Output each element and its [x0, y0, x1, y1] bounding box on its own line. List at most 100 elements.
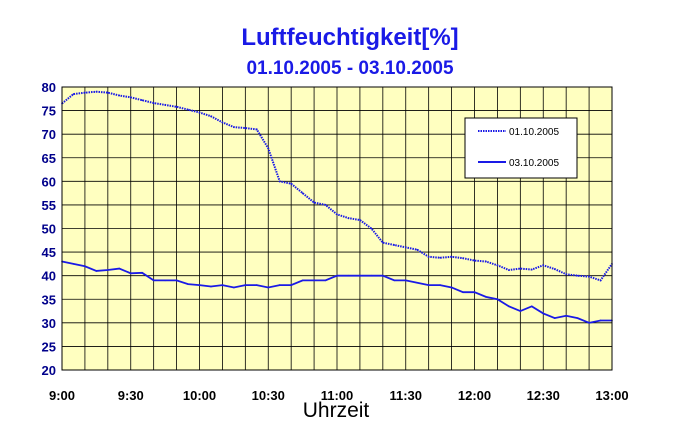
data-point	[324, 204, 327, 206]
y-tick-label: 30	[42, 316, 56, 331]
data-point	[198, 284, 201, 286]
data-point	[404, 279, 407, 282]
data-point	[599, 279, 602, 282]
data-point	[118, 267, 121, 270]
series-1	[61, 90, 613, 282]
data-point	[588, 322, 590, 324]
x-axis-label: Uhrzeit	[302, 399, 370, 422]
series-2	[61, 260, 613, 324]
data-point	[267, 147, 270, 150]
legend-box	[464, 117, 578, 179]
data-point	[164, 104, 166, 106]
data-point	[84, 91, 86, 94]
x-tick-label: 9:00	[49, 388, 75, 403]
data-point	[95, 270, 98, 272]
data-point	[347, 217, 350, 219]
x-tick-label: 13:00	[595, 388, 628, 403]
y-tick-label: 65	[42, 151, 56, 166]
data-point	[450, 255, 453, 258]
data-point	[542, 264, 545, 267]
data-point	[393, 244, 396, 246]
x-tick-label: 12:00	[458, 388, 491, 403]
data-point	[530, 268, 533, 271]
data-point	[359, 274, 361, 277]
data-point	[187, 283, 189, 285]
x-axis: 9:00 9:30 10:00 10:30 11:00 11:30 12:00 12:30 13…	[49, 388, 629, 403]
x-tick-label: 11:30	[389, 388, 422, 403]
data-point	[313, 201, 315, 204]
data-point	[84, 265, 86, 268]
x-tick-label: 11:00	[321, 388, 354, 403]
data-point	[553, 317, 556, 319]
data-point	[210, 285, 212, 288]
x-tick-label: 10:30	[252, 388, 285, 403]
data-point	[278, 180, 281, 183]
data-point	[301, 279, 304, 282]
y-tick-label: 35	[42, 292, 56, 307]
data-point	[221, 284, 224, 286]
data-point	[519, 267, 522, 270]
data-point	[382, 274, 384, 277]
data-point	[542, 312, 545, 315]
data-point	[129, 272, 132, 275]
data-point	[244, 127, 247, 129]
y-tick-label: 80	[42, 80, 56, 95]
data-point	[152, 279, 155, 282]
y-axis: 20 25 30 35 40 45 50 55 60 65 70 75 80	[42, 80, 56, 378]
data-point	[576, 317, 579, 319]
data-point	[473, 291, 476, 293]
y-tick-label: 20	[42, 363, 56, 378]
y-tick-label: 60	[42, 174, 56, 189]
data-point	[141, 99, 144, 102]
data-point	[290, 284, 292, 286]
chart-title: Luftfeuchtigkeit[%]	[241, 24, 459, 51]
data-point	[565, 314, 567, 317]
data-point	[324, 279, 327, 282]
y-tick-label: 75	[42, 104, 56, 119]
data-point	[393, 279, 396, 282]
data-point	[175, 106, 178, 108]
data-point	[530, 305, 533, 308]
data-point	[370, 227, 373, 230]
data-point	[187, 108, 189, 111]
data-point	[427, 255, 430, 258]
y-tick-label: 70	[42, 127, 56, 142]
data-point	[508, 305, 510, 308]
data-point	[72, 93, 75, 95]
data-point	[152, 102, 155, 104]
data-point	[72, 263, 75, 265]
data-point	[473, 259, 476, 262]
data-point	[427, 284, 430, 286]
data-point	[565, 273, 567, 276]
x-tick-label: 10:00	[183, 388, 216, 403]
data-point	[233, 286, 235, 289]
data-point	[95, 90, 98, 93]
legend-label: 01.10.2005	[509, 127, 559, 138]
data-point	[485, 296, 487, 298]
data-point	[107, 91, 109, 94]
data-point	[462, 291, 464, 293]
data-point	[370, 274, 373, 277]
y-tick-label: 25	[42, 339, 56, 354]
data-point	[301, 192, 304, 194]
data-point	[508, 269, 510, 271]
data-point	[233, 126, 235, 128]
data-point	[439, 284, 441, 286]
data-point	[107, 269, 109, 271]
data-point	[336, 274, 338, 277]
y-tick-label: 55	[42, 198, 56, 213]
data-point	[336, 213, 338, 216]
data-point	[416, 248, 419, 251]
data-point	[416, 281, 419, 284]
chart-subtitle: 01.10.2005 - 03.10.2005	[246, 58, 454, 79]
data-point	[141, 272, 144, 274]
data-point	[164, 279, 166, 282]
x-tick-label: 9:30	[118, 388, 144, 403]
series-layer	[61, 90, 613, 324]
data-point	[221, 121, 224, 124]
data-point	[496, 264, 499, 267]
data-point	[255, 128, 258, 131]
plot-border	[61, 86, 613, 371]
data-point	[382, 241, 384, 244]
